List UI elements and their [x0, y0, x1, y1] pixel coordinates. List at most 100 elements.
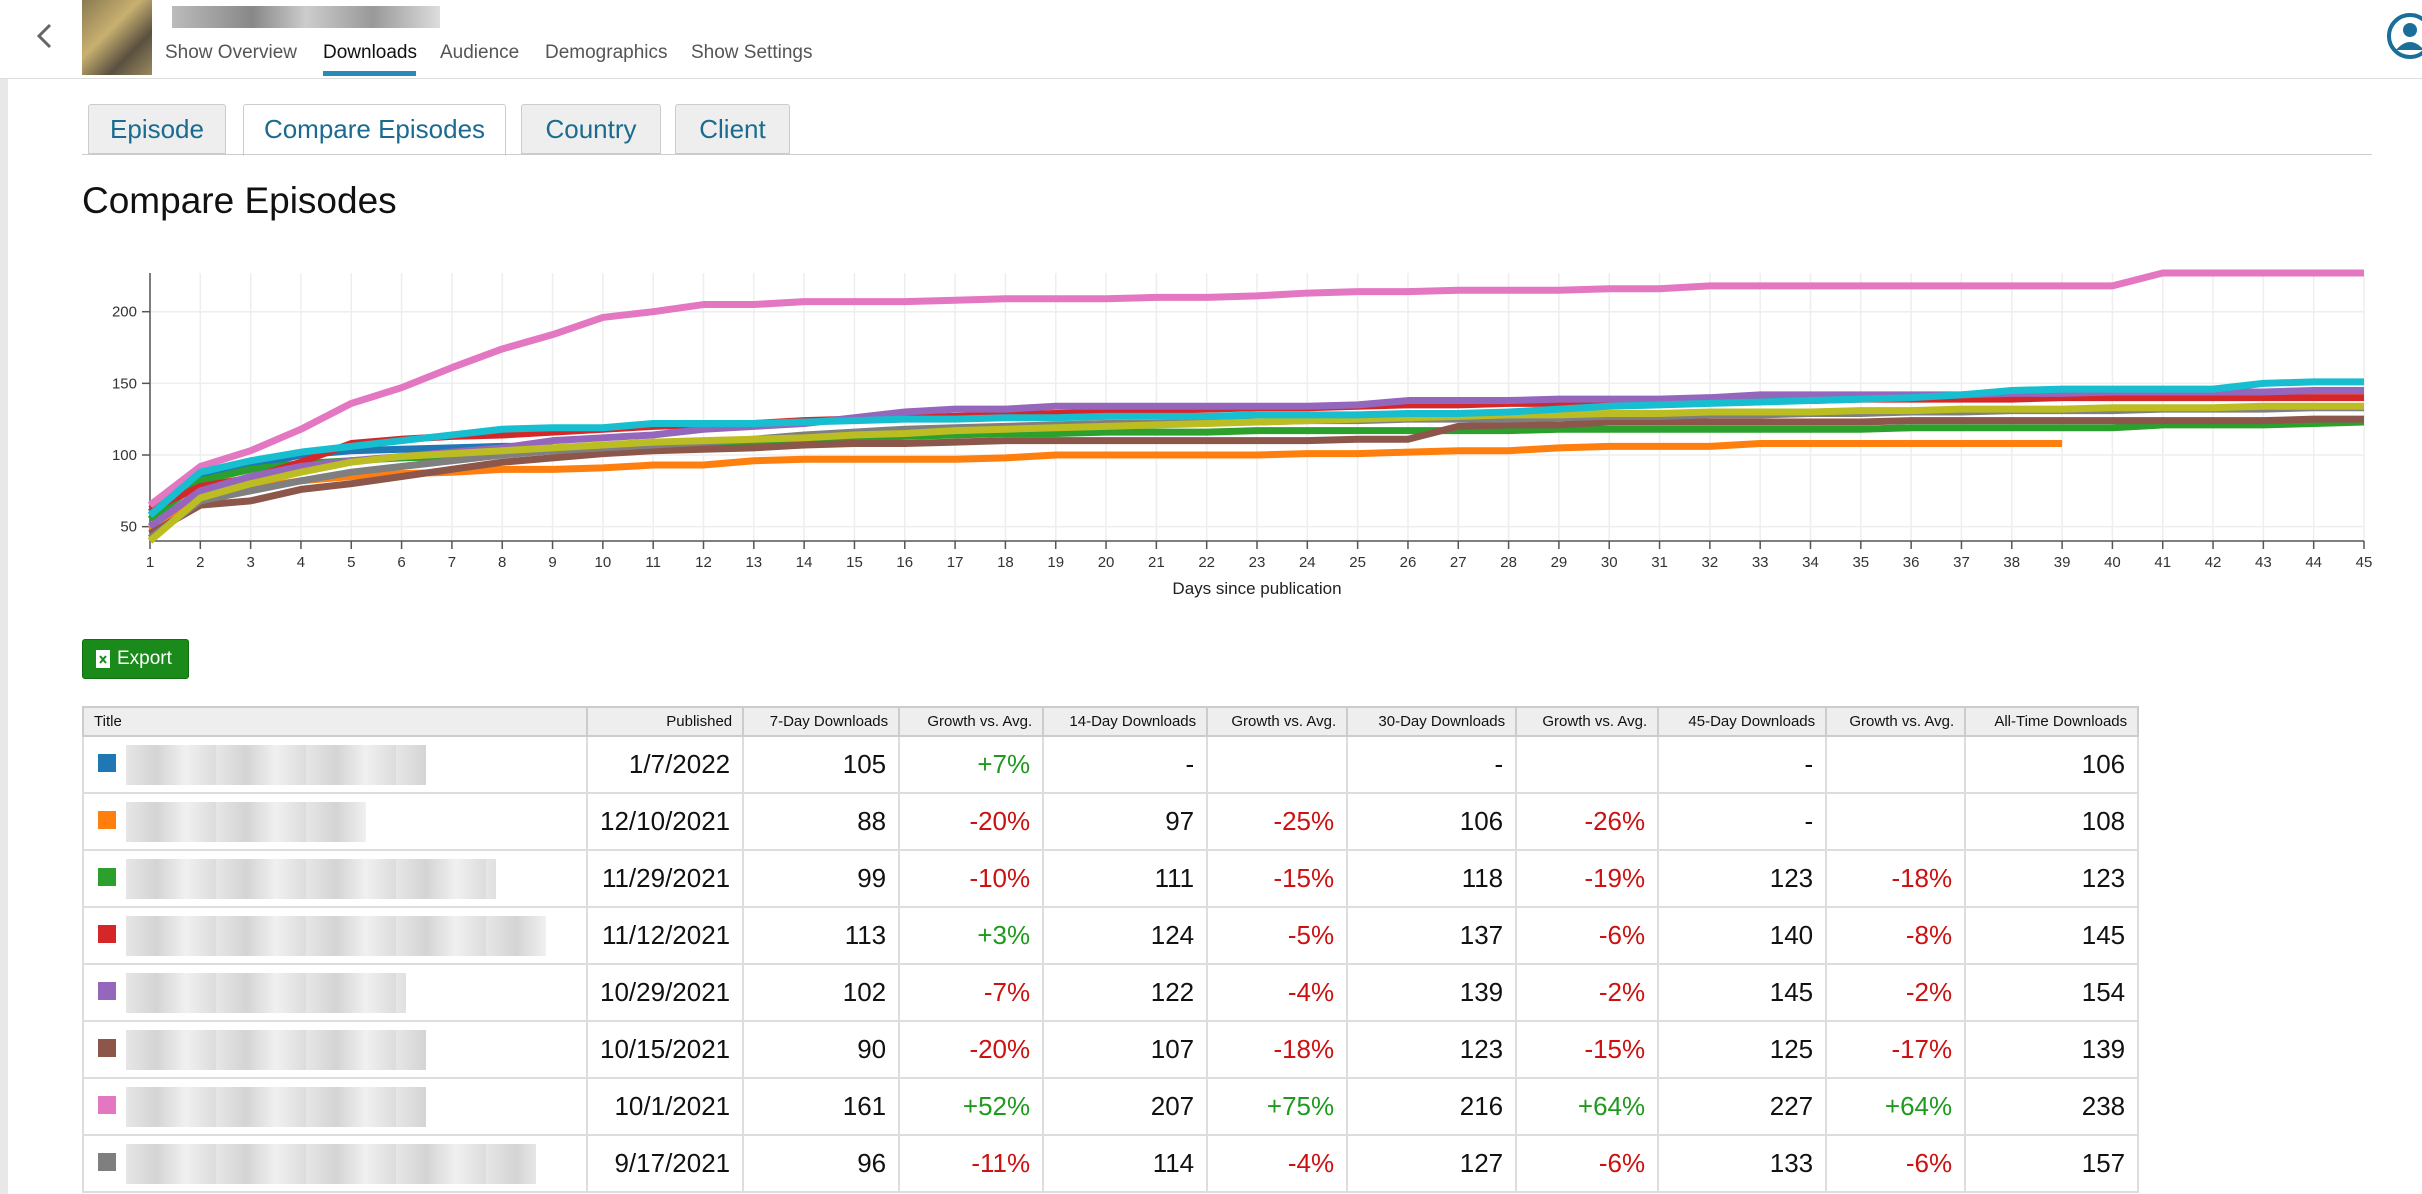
- x-tick-label: 30: [1601, 554, 1618, 571]
- x-tick-label: 7: [448, 554, 456, 571]
- cell: +7%: [898, 735, 1045, 794]
- series-line: [147, 402, 2364, 544]
- row: 10/1/2021 161 +52% 207 +75% 216 +64% 227 +64% 238: [82, 1077, 2140, 1136]
- cell: -18%: [1825, 849, 1967, 908]
- cell: 125: [1657, 1020, 1828, 1079]
- cell: 124: [1042, 906, 1209, 965]
- cell: 227: [1657, 1077, 1828, 1136]
- swatch: [98, 868, 116, 886]
- cell: -26%: [1515, 792, 1660, 851]
- x-tick-label: 31: [1651, 554, 1668, 571]
- x-tick-label: 35: [1852, 554, 1869, 571]
- cell: 122: [1042, 963, 1209, 1022]
- row: 10/29/2021 102 -7% 122 -4% 139 -2% 145 -2% 154: [82, 963, 2140, 1022]
- back-button[interactable]: [30, 20, 60, 52]
- nav-link[interactable]: Show Settings: [691, 42, 813, 63]
- cell: 127: [1346, 1134, 1518, 1193]
- swatch: [98, 982, 116, 1000]
- cell: +3%: [898, 906, 1045, 965]
- x-tick-label: 32: [1702, 554, 1719, 571]
- left-strip: [0, 78, 8, 1194]
- title-blurred: [126, 802, 366, 842]
- x-tick-label: 23: [1249, 554, 1266, 571]
- tab[interactable]: Episode: [88, 104, 226, 154]
- y-tick-label: 150: [112, 375, 137, 392]
- y-tick-label: 200: [112, 304, 137, 321]
- title-cell: [82, 906, 588, 965]
- column-header: Title: [82, 706, 588, 737]
- cell: 12/10/2021: [585, 792, 745, 851]
- title-blurred: [126, 1144, 536, 1184]
- title-blurred: [126, 1087, 426, 1127]
- x-tick-label: 8: [498, 554, 506, 571]
- column-header: 7-Day Downloads: [742, 706, 901, 737]
- cell: 123: [1964, 849, 2140, 908]
- cell: 9/17/2021: [585, 1134, 745, 1193]
- cell: 140: [1657, 906, 1828, 965]
- user-icon[interactable]: [2376, 8, 2422, 64]
- title-cell: [82, 792, 588, 851]
- nav-underline: [323, 71, 416, 76]
- column-header: Published: [585, 706, 745, 737]
- show-thumbnail: [82, 0, 152, 75]
- cell: [1825, 735, 1967, 794]
- nav-link[interactable]: Downloads: [323, 42, 417, 63]
- tab[interactable]: Client: [675, 104, 790, 154]
- column-header: All-Time Downloads: [1964, 706, 2140, 737]
- x-tick-label: 29: [1551, 554, 1568, 571]
- cell: -18%: [1206, 1020, 1349, 1079]
- nav-link[interactable]: Show Overview: [165, 42, 297, 63]
- cell: 10/29/2021: [585, 963, 745, 1022]
- x-tick-label: 44: [2305, 554, 2322, 571]
- nav-link[interactable]: Audience: [440, 42, 520, 63]
- swatch: [98, 1096, 116, 1114]
- swatch: [98, 754, 116, 772]
- cell: -7%: [898, 963, 1045, 1022]
- header-rule: [0, 78, 2422, 79]
- x-tick-label: 17: [947, 554, 964, 571]
- cell: -2%: [1825, 963, 1967, 1022]
- cell: 154: [1964, 963, 2140, 1022]
- column-header: Growth vs. Avg.: [898, 706, 1045, 737]
- cell: 1/7/2022: [585, 735, 745, 794]
- x-tick-label: 43: [2255, 554, 2272, 571]
- cell: -15%: [1515, 1020, 1660, 1079]
- x-tick-label: 12: [695, 554, 712, 571]
- row: 9/17/2021 96 -11% 114 -4% 127 -6% 133 -6% 157: [82, 1134, 2140, 1193]
- swatch: [98, 1039, 116, 1057]
- x-tick-label: 26: [1400, 554, 1417, 571]
- x-axis-label: Days since publication: [1172, 579, 1341, 598]
- cell: 97: [1042, 792, 1209, 851]
- cell: 118: [1346, 849, 1518, 908]
- title-cell: [82, 1134, 588, 1193]
- cell: 123: [1346, 1020, 1518, 1079]
- cell: 123: [1657, 849, 1828, 908]
- title-blurred: [126, 745, 426, 785]
- cell: -6%: [1825, 1134, 1967, 1193]
- x-tick-label: 24: [1299, 554, 1316, 571]
- x-tick-label: 36: [1903, 554, 1920, 571]
- x-tick-label: 28: [1500, 554, 1517, 571]
- export-button[interactable]: Export: [82, 639, 189, 679]
- cell: 216: [1346, 1077, 1518, 1136]
- cell: 10/15/2021: [585, 1020, 745, 1079]
- tab[interactable]: Country: [521, 104, 661, 154]
- swatch: [98, 925, 116, 943]
- tab[interactable]: Compare Episodes: [243, 104, 506, 156]
- cell: 207: [1042, 1077, 1209, 1136]
- x-tick-label: 11: [645, 554, 661, 571]
- column-header: 14-Day Downloads: [1042, 706, 1209, 737]
- nav-link[interactable]: Demographics: [545, 42, 668, 63]
- table: Title Published 7-Day Downloads Growth vs. …: [82, 706, 2140, 1193]
- title-blurred: [126, 973, 406, 1013]
- x-tick-label: 45: [2356, 554, 2373, 571]
- cell: -: [1042, 735, 1209, 794]
- cell: +75%: [1206, 1077, 1349, 1136]
- x-tick-label: 1: [146, 554, 154, 571]
- x-tick-label: 37: [1953, 554, 1970, 571]
- title-blurred: [126, 916, 546, 956]
- x-tick-label: 22: [1198, 554, 1215, 571]
- x-tick-label: 9: [548, 554, 556, 571]
- series-line: [148, 440, 2063, 533]
- tab-rule: [82, 154, 2372, 155]
